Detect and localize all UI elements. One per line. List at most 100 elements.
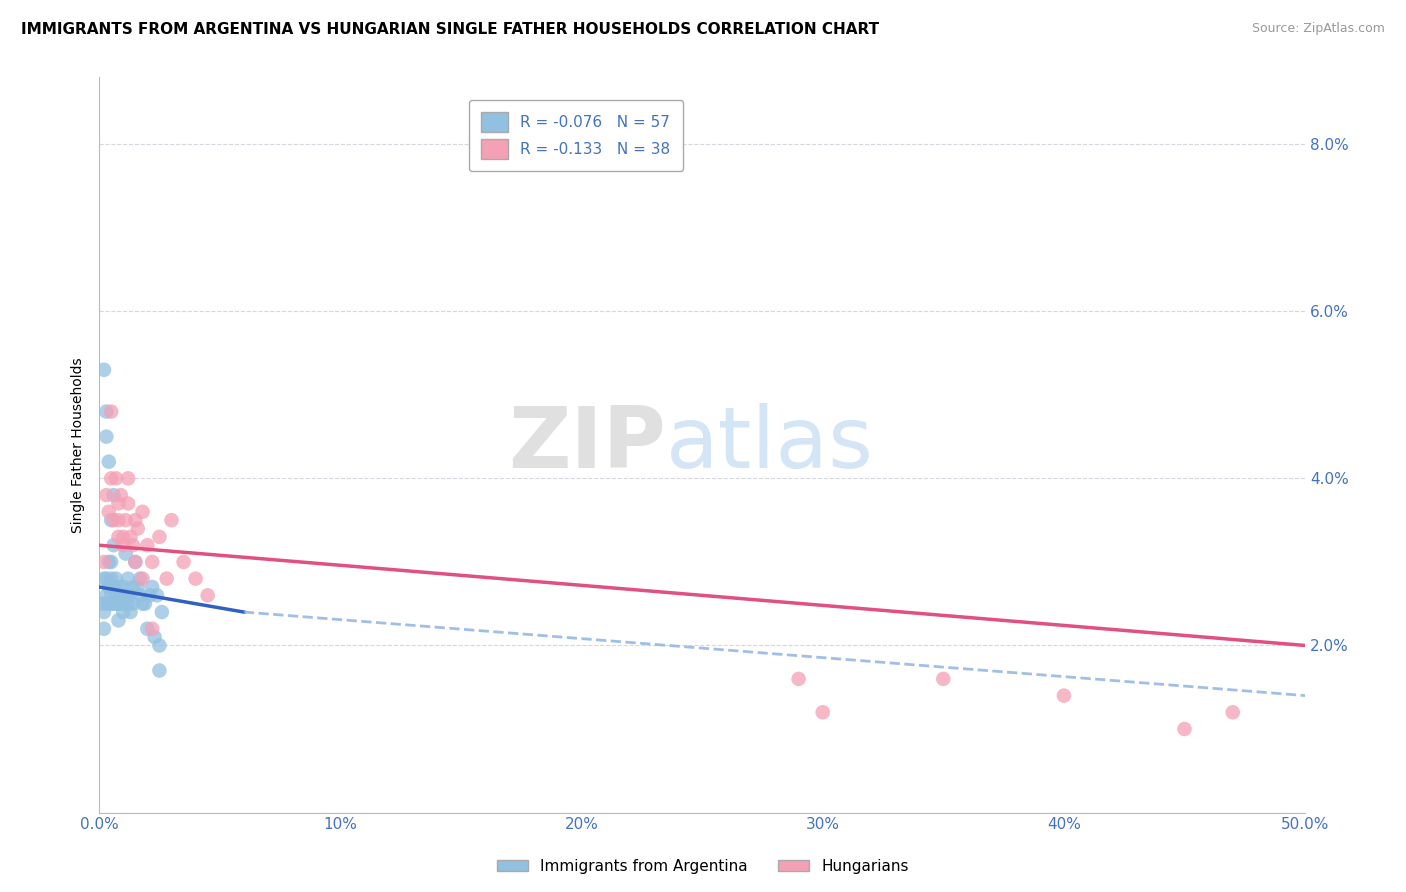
Point	[124, 555, 146, 569]
Point	[1173, 722, 1195, 736]
Point	[107, 614, 129, 628]
Point	[110, 488, 132, 502]
Point	[93, 555, 115, 569]
Point	[105, 597, 128, 611]
Point	[107, 496, 129, 510]
Point	[110, 588, 132, 602]
Text: Source: ZipAtlas.com: Source: ZipAtlas.com	[1251, 22, 1385, 36]
Point	[117, 496, 139, 510]
Point	[120, 605, 142, 619]
Point	[173, 555, 195, 569]
Point	[148, 664, 170, 678]
Point	[129, 572, 152, 586]
Point	[96, 488, 118, 502]
Point	[112, 605, 135, 619]
Point	[100, 597, 122, 611]
Point	[96, 597, 118, 611]
Point	[96, 572, 118, 586]
Point	[105, 572, 128, 586]
Point	[100, 471, 122, 485]
Point	[141, 555, 163, 569]
Point	[93, 363, 115, 377]
Point	[107, 513, 129, 527]
Point	[114, 513, 136, 527]
Point	[117, 597, 139, 611]
Point	[100, 572, 122, 586]
Point	[122, 597, 145, 611]
Point	[96, 430, 118, 444]
Point	[97, 505, 120, 519]
Point	[110, 597, 132, 611]
Point	[787, 672, 810, 686]
Point	[136, 622, 159, 636]
Point	[100, 588, 122, 602]
Point	[114, 588, 136, 602]
Point	[129, 588, 152, 602]
Point	[103, 538, 125, 552]
Point	[100, 513, 122, 527]
Point	[131, 572, 153, 586]
Point	[114, 547, 136, 561]
Point	[93, 605, 115, 619]
Point	[148, 530, 170, 544]
Point	[136, 538, 159, 552]
Point	[131, 597, 153, 611]
Point	[134, 597, 156, 611]
Point	[1053, 689, 1076, 703]
Point	[97, 455, 120, 469]
Point	[124, 555, 146, 569]
Point	[107, 597, 129, 611]
Point	[96, 404, 118, 418]
Point	[100, 404, 122, 418]
Point	[117, 572, 139, 586]
Point	[122, 538, 145, 552]
Point	[103, 580, 125, 594]
Point	[150, 605, 173, 619]
Point	[117, 471, 139, 485]
Point	[105, 471, 128, 485]
Point	[112, 597, 135, 611]
Point	[117, 588, 139, 602]
Point	[811, 706, 834, 720]
Point	[103, 513, 125, 527]
Point	[103, 488, 125, 502]
Y-axis label: Single Father Households: Single Father Households	[72, 357, 86, 533]
Point	[122, 580, 145, 594]
Point	[97, 580, 120, 594]
Legend: R = -0.076   N = 57, R = -0.133   N = 38: R = -0.076 N = 57, R = -0.133 N = 38	[468, 100, 683, 171]
Point	[127, 522, 149, 536]
Point	[112, 538, 135, 552]
Point	[131, 505, 153, 519]
Point	[1222, 706, 1244, 720]
Legend: Immigrants from Argentina, Hungarians: Immigrants from Argentina, Hungarians	[491, 853, 915, 880]
Point	[148, 639, 170, 653]
Point	[184, 572, 207, 586]
Point	[112, 530, 135, 544]
Text: ZIP: ZIP	[508, 403, 666, 486]
Point	[120, 530, 142, 544]
Point	[932, 672, 955, 686]
Point	[100, 555, 122, 569]
Point	[97, 597, 120, 611]
Point	[103, 597, 125, 611]
Point	[93, 622, 115, 636]
Point	[93, 572, 115, 586]
Point	[156, 572, 179, 586]
Point	[139, 588, 162, 602]
Point	[90, 597, 112, 611]
Point	[143, 630, 166, 644]
Text: IMMIGRANTS FROM ARGENTINA VS HUNGARIAN SINGLE FATHER HOUSEHOLDS CORRELATION CHAR: IMMIGRANTS FROM ARGENTINA VS HUNGARIAN S…	[21, 22, 879, 37]
Point	[146, 588, 169, 602]
Point	[127, 580, 149, 594]
Point	[160, 513, 183, 527]
Text: atlas: atlas	[666, 403, 875, 486]
Point	[112, 580, 135, 594]
Point	[105, 588, 128, 602]
Point	[141, 580, 163, 594]
Point	[141, 622, 163, 636]
Point	[107, 580, 129, 594]
Point	[120, 588, 142, 602]
Point	[197, 588, 219, 602]
Point	[107, 530, 129, 544]
Point	[97, 555, 120, 569]
